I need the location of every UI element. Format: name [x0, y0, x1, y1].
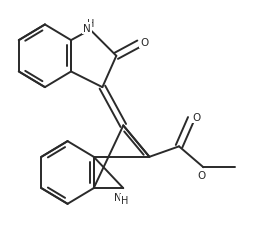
Text: N: N	[114, 192, 122, 202]
Text: O: O	[197, 170, 206, 180]
Text: H: H	[87, 19, 94, 29]
Text: N: N	[83, 24, 91, 34]
Text: H: H	[121, 195, 129, 205]
Text: O: O	[192, 112, 201, 122]
Text: O: O	[140, 38, 148, 48]
